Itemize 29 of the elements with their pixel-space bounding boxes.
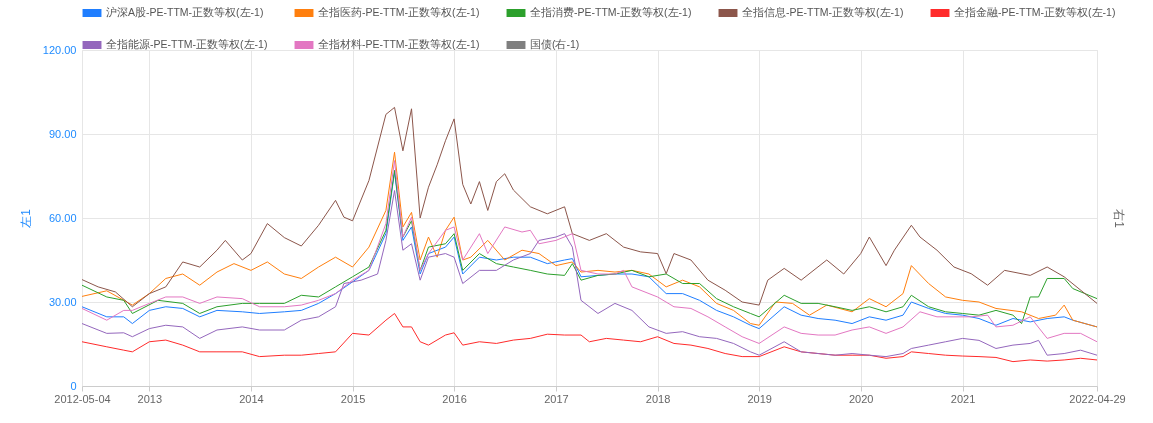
x-tick-label: 2013 xyxy=(137,392,163,405)
x-tick-label: 2022-04-29 xyxy=(1069,392,1126,405)
x-tick-label: 2014 xyxy=(239,392,264,405)
legend-label: 全指材料-PE-TTM-正数等权(左-1) xyxy=(318,38,480,50)
legend-label: 沪深A股-PE-TTM-正数等权(左-1) xyxy=(106,6,264,18)
y-tick-label: 30.00 xyxy=(48,295,77,308)
x-tick-label: 2021 xyxy=(950,392,976,405)
y2-axis-title: 右1 xyxy=(1111,209,1126,229)
line-series xyxy=(82,312,1097,363)
x-tick-label: 2018 xyxy=(645,392,671,405)
x-tick-label: 2015 xyxy=(340,392,366,405)
line-series xyxy=(82,106,1097,308)
y-tick-label: 60.00 xyxy=(48,211,77,224)
y-tick-label: 90.00 xyxy=(48,127,77,140)
x-tick-label: 2019 xyxy=(747,392,772,405)
y-tick-label: 120.00 xyxy=(42,43,77,56)
x-tick-label: 2016 xyxy=(442,392,467,405)
line-series xyxy=(82,190,1097,358)
legend-label: 国债(右-1) xyxy=(530,38,580,50)
x-tick-label: 2017 xyxy=(544,392,569,405)
legend-label: 全指医药-PE-TTM-正数等权(左-1) xyxy=(318,6,480,18)
y-tick-label: 0 xyxy=(70,379,77,392)
legend-label: 全指能源-PE-TTM-正数等权(左-1) xyxy=(106,38,268,50)
x-tick-label: 2020 xyxy=(848,392,874,405)
legend-label: 全指金融-PE-TTM-正数等权(左-1) xyxy=(954,6,1116,18)
legend-label: 全指信息-PE-TTM-正数等权(左-1) xyxy=(742,6,904,18)
y-axis-title: 左1 xyxy=(18,208,33,228)
legend-label: 全指消费-PE-TTM-正数等权(左-1) xyxy=(530,6,692,18)
x-tick-label: 2012-05-04 xyxy=(54,392,111,405)
